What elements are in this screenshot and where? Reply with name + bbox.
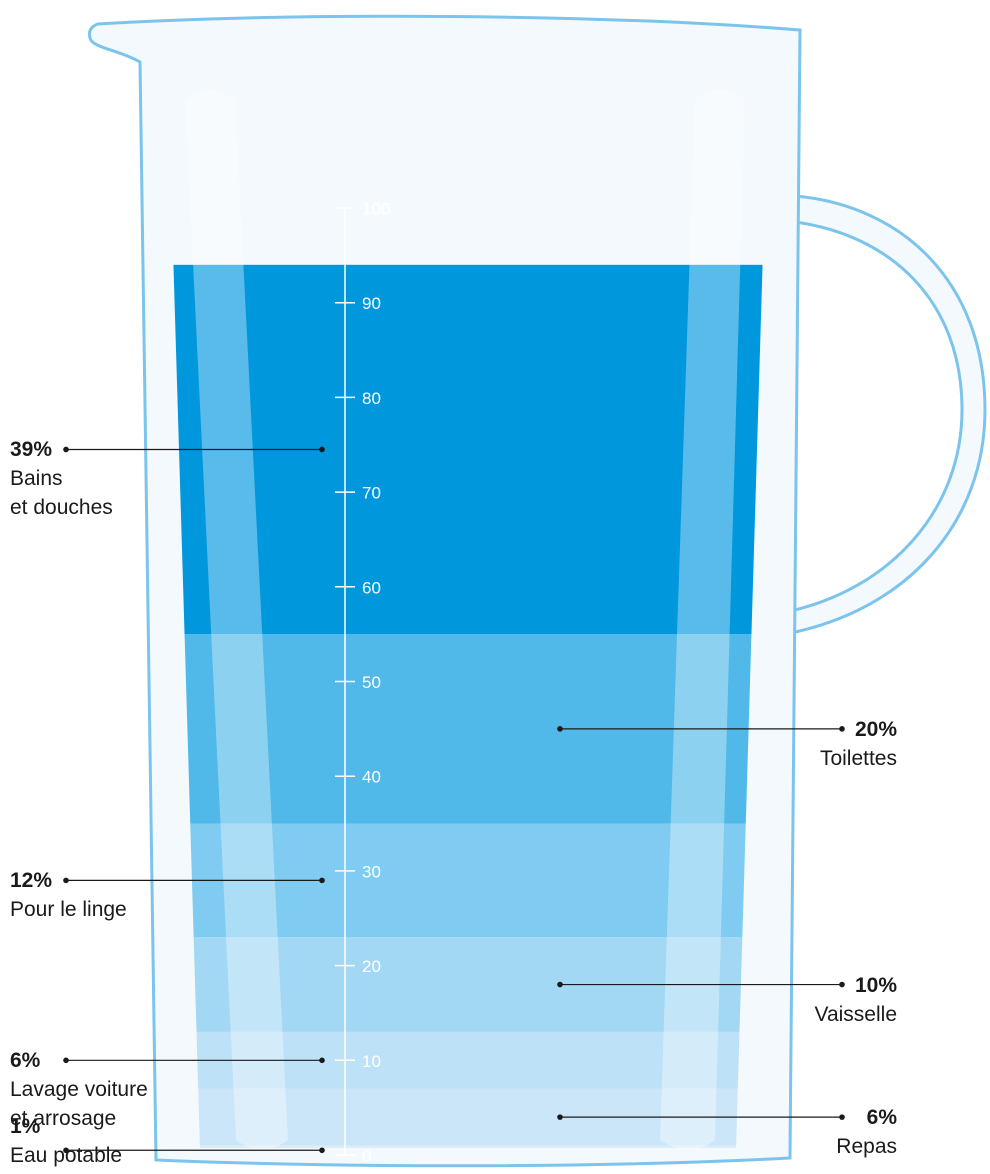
leader-dot [63,877,69,884]
category-name: Lavage voiture et arrosage [10,1078,148,1131]
leader-dot [319,1147,325,1154]
water-layer [170,1145,766,1148]
leader-dot [557,981,563,988]
segment-label: 12% Pour le linge [10,866,127,924]
category-name: Vaisselle [814,1002,897,1026]
category-name: Eau potable [10,1144,123,1167]
jug-handle [784,194,987,636]
tick-label: 10 [362,1052,381,1071]
leader-dot [557,1114,563,1120]
leader-dot [839,726,845,732]
value-label: 39% [10,438,53,462]
leader-dot [839,981,845,988]
value-label: 12% [10,869,53,893]
segment-label: 10% Vaisselle [815,971,897,1029]
segment-label: 6% Lavage voiture et arrosage [10,1046,148,1133]
value-label: 20% [854,717,897,741]
segment-label: 1% Eau potable [10,1112,122,1170]
tick-label: 30 [362,862,381,881]
category-name: Repas [836,1135,897,1159]
tick-label: 90 [362,294,381,313]
tick-label: 40 [362,768,381,787]
value-label: 6% [10,1049,41,1073]
leader-dot [319,446,325,453]
leader-dot [319,877,325,884]
tick-label: 20 [362,957,381,976]
leader-dot [319,1057,325,1064]
leader-dot [63,1057,69,1064]
segment-label: 6% Repas [836,1103,897,1161]
tick-label: 60 [362,578,381,597]
tick-label: 0 [362,1146,371,1165]
leader-dot [63,446,69,453]
category-name: Toilettes [819,746,897,770]
tick-label: 80 [362,389,381,408]
segment-label: 39% Bains et douches [10,435,113,522]
value-label: 1% [10,1115,41,1138]
tick-label: 100 [362,199,390,218]
leader-dot [839,1114,845,1120]
tick-label: 70 [362,484,381,503]
category-name: Bains et douches [10,467,113,520]
leader-dot [557,726,563,732]
highlights [185,90,745,1150]
value-label: 10% [854,973,897,997]
category-name: Pour le linge [10,898,127,922]
segment-label: 20% Toilettes [820,715,897,773]
value-label: 6% [866,1106,897,1130]
tick-label: 50 [362,673,381,692]
leader-dot [63,1147,69,1154]
